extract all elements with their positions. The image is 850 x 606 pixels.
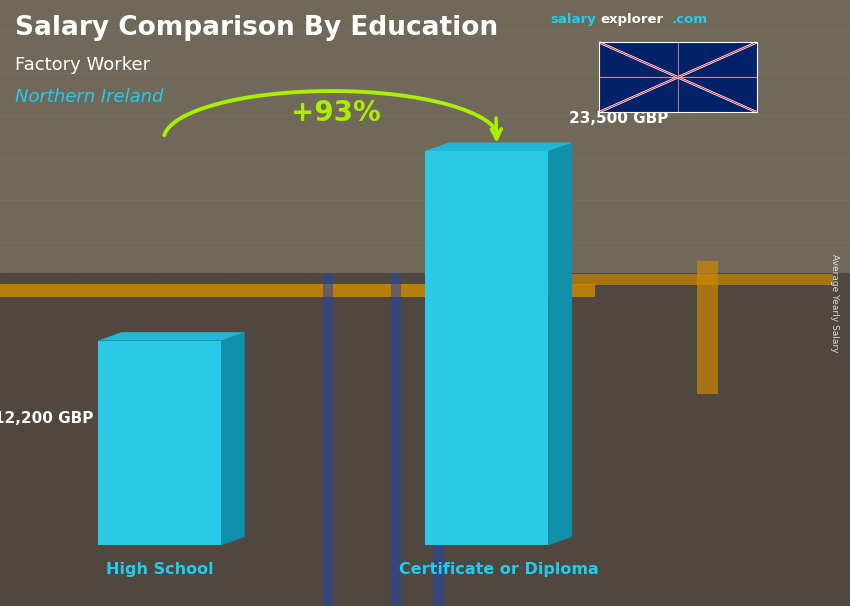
Polygon shape <box>548 142 572 545</box>
Text: Salary Comparison By Education: Salary Comparison By Education <box>15 15 498 41</box>
Bar <box>434 273 444 606</box>
Polygon shape <box>98 341 221 545</box>
Bar <box>391 273 401 606</box>
Text: High School: High School <box>105 562 213 578</box>
Bar <box>510 274 833 285</box>
Text: explorer: explorer <box>600 13 663 26</box>
Text: Factory Worker: Factory Worker <box>15 56 150 74</box>
Bar <box>599 42 756 112</box>
Text: 23,500 GBP: 23,500 GBP <box>570 110 668 125</box>
Text: Average Yearly Salary: Average Yearly Salary <box>830 254 839 352</box>
Text: 12,200 GBP: 12,200 GBP <box>0 411 94 426</box>
Polygon shape <box>425 151 548 545</box>
Polygon shape <box>98 332 245 341</box>
Bar <box>697 261 718 394</box>
Bar <box>323 273 333 606</box>
Bar <box>0 284 595 297</box>
Text: Certificate or Diploma: Certificate or Diploma <box>399 562 598 578</box>
Bar <box>599 42 756 112</box>
Bar <box>0 273 850 606</box>
Bar <box>0 0 850 273</box>
Text: Northern Ireland: Northern Ireland <box>15 88 164 106</box>
Text: salary: salary <box>551 13 597 26</box>
Polygon shape <box>221 332 245 545</box>
Text: .com: .com <box>672 13 707 26</box>
Text: +93%: +93% <box>291 99 381 127</box>
Polygon shape <box>425 142 572 151</box>
